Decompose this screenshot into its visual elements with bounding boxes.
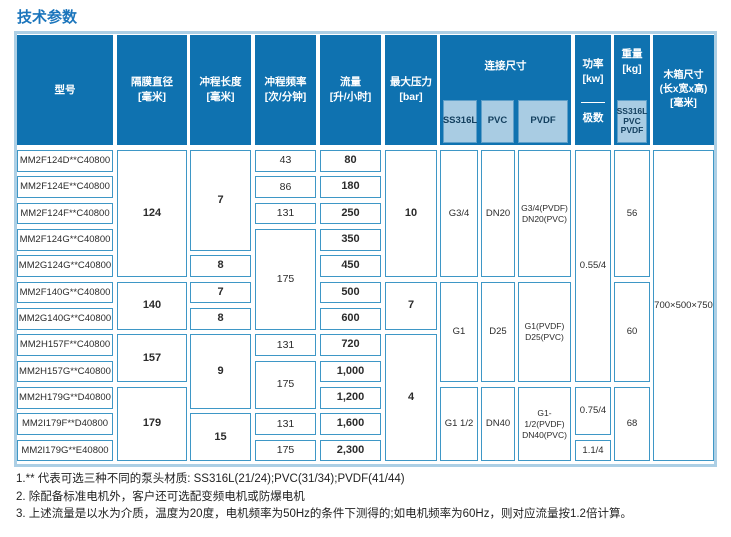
flow-cell: 80 [320,150,381,172]
header-subcell-pvc: PVC [481,100,514,143]
header-cell-model: 型号 [17,35,113,145]
conn-pvc-cell: D25 [481,281,515,383]
stroke-cell: 7 [190,281,251,304]
frequency-cell: 131 [255,334,316,357]
header-cell-frequency: 冲程频率 [次/分钟] [255,35,316,145]
conn-pvdf-cell: G1(PVDF) D25(PVC) [518,281,571,383]
frequency-cell: 131 [255,413,316,436]
model-cell: MM2F124F**C40800 [17,202,113,225]
model-cell: MM2H157F**C40800 [17,334,113,357]
frequency-cell: 175 [255,228,316,330]
stroke-cell: 7 [190,150,251,251]
weight-cell: 56 [614,150,650,278]
footnote-line: 2. 除配备标准电机外，客户还可选配变频电机或防爆电机 [16,490,305,503]
conn-ss316l-cell: G1 1/2 [440,386,478,462]
footnote-line: 3. 上述流量是以水为介质，温度为20度，电机频率为50Hz的条件下测得的;如电… [16,508,632,520]
flow-cell: 250 [320,202,381,225]
diameter-cell: 157 [117,334,187,383]
connection-label: 连接尺寸 [484,60,527,72]
power-cell: 0.55/4 [575,150,611,383]
flow-cell: 1,200 [320,386,381,409]
flow-cell: 450 [320,255,381,278]
conn-pvdf-cell: G3/4(PVDF) DN20(PVC) [518,150,571,278]
header-cell-pressure: 最大压力 [bar] [385,35,437,145]
diameter-cell: 140 [117,281,187,330]
diameter-cell: 179 [117,386,187,462]
frequency-cell: 86 [255,176,316,199]
stroke-cell: 8 [190,307,251,330]
conn-pvc-cell: DN40 [481,386,515,462]
flow-cell: 350 [320,228,381,251]
conn-ss316l-cell: G3/4 [440,150,478,278]
power-cell: 0.75/4 [575,386,611,436]
model-cell: MM2I179G**E40800 [17,439,113,462]
conn-ss316l-cell: G1 [440,281,478,383]
model-cell: MM2G140G**C40800 [17,307,113,330]
weight-cell: 60 [614,281,650,383]
model-cell: MM2H157G**C40800 [17,360,113,383]
power-label: 功率 [kw] [582,58,604,85]
model-cell: MM2F124E**C40800 [17,176,113,199]
model-cell: MM2F124G**C40800 [17,228,113,251]
model-cell: MM2G124G**C40800 [17,255,113,278]
header-subcell-ss316l: SS316L [443,100,477,143]
header-cell-box-size: 木箱尺寸 (长x宽x高) [毫米] [653,35,714,145]
weight-label: 重量 [kg] [621,48,643,75]
power-cell: 1.1/4 [575,439,611,462]
header-cell-power: 功率 [kw] 极数 [575,35,611,145]
frequency-cell: 43 [255,150,316,172]
stroke-cell: 8 [190,255,251,278]
pressure-cell: 4 [385,334,437,462]
flow-cell: 720 [320,334,381,357]
frequency-cell: 131 [255,202,316,225]
footnotes: 1.** 代表可选三种不同的泵头材质: SS316L(21/24);PVC(31… [16,471,632,524]
footnote-line: 1.** 代表可选三种不同的泵头材质: SS316L(21/24);PVC(31… [16,473,405,485]
flow-cell: 2,300 [320,439,381,462]
frequency-cell: 175 [255,439,316,462]
page-title: 技术参数 [17,9,78,26]
model-cell: MM2F124D**C40800 [17,150,113,172]
conn-pvdf-cell: G1-1/2(PVDF) DN40(PVC) [518,386,571,462]
stroke-cell: 9 [190,334,251,409]
flow-cell: 180 [320,176,381,199]
frequency-cell: 175 [255,360,316,409]
power-poles-divider [581,102,605,103]
flow-cell: 1,600 [320,413,381,436]
model-cell: MM2H179G**D40800 [17,386,113,409]
model-cell: MM2I179F**D40800 [17,413,113,436]
flow-cell: 600 [320,307,381,330]
model-cell: MM2F140G**C40800 [17,281,113,304]
header-cell-flow: 流量 [升/小时] [320,35,381,145]
box-size-cell: 700×500×750 [653,150,714,462]
diameter-cell: 124 [117,150,187,278]
header-cell-stroke: 冲程长度 [毫米] [190,35,251,145]
header-cell-diameter: 隔膜直径 [毫米] [117,35,187,145]
stroke-cell: 15 [190,413,251,462]
pressure-cell: 10 [385,150,437,278]
flow-cell: 1,000 [320,360,381,383]
pressure-cell: 7 [385,281,437,330]
conn-pvc-cell: DN20 [481,150,515,278]
weight-cell: 68 [614,386,650,462]
flow-cell: 500 [320,281,381,304]
poles-label: 极数 [582,112,604,124]
header-subcell-pvdf: PVDF [518,100,568,143]
header-subcell-weight-materials: SS316L PVC PVDF [617,100,647,143]
spec-table: 型号 隔膜直径 [毫米] 冲程长度 [毫米] 冲程频率 [次/分钟] 流量 [升… [14,31,717,467]
